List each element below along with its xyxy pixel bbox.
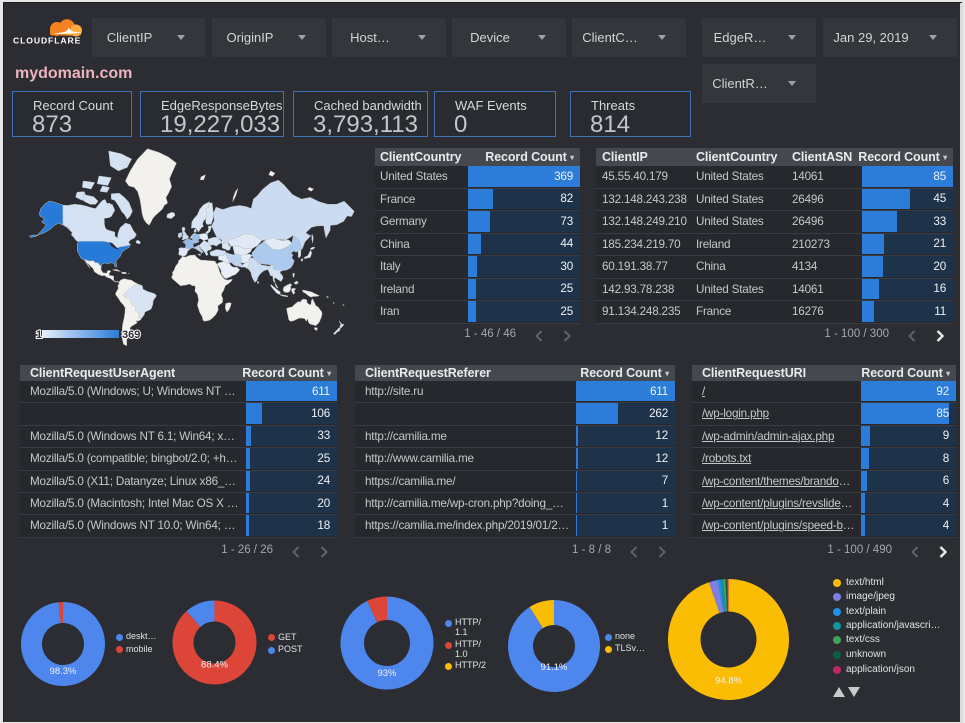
svg-text:369: 369 xyxy=(122,329,140,341)
svg-text:98.3%: 98.3% xyxy=(50,666,77,677)
svg-text:88.4%: 88.4% xyxy=(201,660,228,671)
svg-text:CLOUDFLARE: CLOUDFLARE xyxy=(13,36,81,46)
svg-text:91.1%: 91.1% xyxy=(541,662,568,673)
svg-text:93%: 93% xyxy=(377,668,397,679)
svg-text:1: 1 xyxy=(36,329,42,341)
svg-text:94.8%: 94.8% xyxy=(715,676,742,687)
